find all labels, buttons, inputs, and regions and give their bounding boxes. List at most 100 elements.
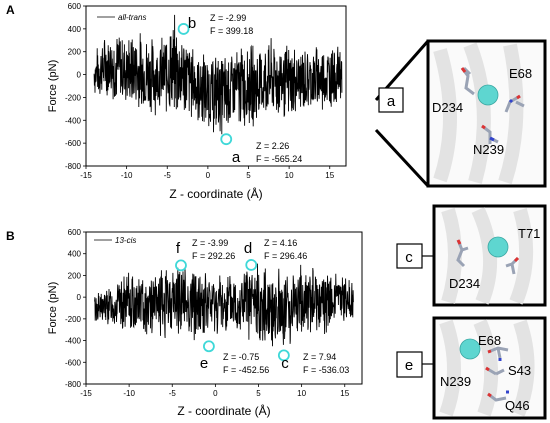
y-tick-label: 0 <box>77 293 82 302</box>
marker-z-text: Z = 7.94 <box>303 352 336 362</box>
highlight-marker-c <box>277 349 290 362</box>
y-tick-label: -200 <box>65 93 82 102</box>
marker-z-text: Z = -0.75 <box>223 352 259 362</box>
y-tick-label: -800 <box>65 380 82 389</box>
force-trace-line <box>94 263 354 347</box>
marker-z-text: Z = -2.99 <box>210 13 246 23</box>
plot-frame <box>85 231 363 385</box>
y-axis-label: Force (pN) <box>47 60 59 113</box>
axis-ticks: -15 -10 -5 0 5 10 15 -800 -600 -400 -200 0 200 400 600 <box>65 2 335 180</box>
x-axis-label: Z - coordinate (Å) <box>169 186 262 201</box>
inset-label-box <box>396 243 423 269</box>
residue-atoms <box>456 239 520 263</box>
inset-a: a E68 D234 N239 <box>374 39 547 188</box>
residue-atoms <box>485 349 492 398</box>
residue-label: D234 <box>432 100 463 115</box>
helix-background <box>441 207 534 305</box>
residue-label: D234 <box>449 276 480 291</box>
x-tick-label: 0 <box>206 171 211 180</box>
residue-label: E68 <box>478 333 501 348</box>
y-tick-label: 200 <box>68 48 82 57</box>
x-tick-label: 10 <box>297 389 306 398</box>
x-tick-label: 5 <box>246 171 251 180</box>
marker-f-text: F = -452.56 <box>223 365 269 375</box>
y-tick-label: 600 <box>68 228 82 237</box>
force-plot-all-trans: -15 -10 -5 0 5 10 15 -800 -600 -400 -200 0 200 400 600… <box>47 2 347 201</box>
marker-z-text: Z = 4.16 <box>264 238 297 248</box>
highlight-marker-e <box>203 340 215 353</box>
y-axis-label: Force (pN) <box>47 282 59 335</box>
residue-label: S43 <box>508 363 531 378</box>
x-tick-label: 15 <box>325 171 334 180</box>
force-trace <box>94 263 354 347</box>
x-axis-label: Z - coordinate (Å) <box>177 403 270 418</box>
marker-f-text: F = -536.03 <box>303 365 349 375</box>
ion-sphere <box>459 338 481 360</box>
inset-label-box <box>378 87 404 113</box>
inset-label-box <box>396 351 423 378</box>
force-trace <box>93 14 343 135</box>
marker-f-text: F = 399.18 <box>210 26 253 36</box>
x-tick-label: -10 <box>121 171 133 180</box>
y-tick-label: 200 <box>68 271 82 280</box>
highlight-marker-d <box>245 259 258 271</box>
axis-ticks: -15 -10 -5 0 5 10 15 -800 -600 -400 -200 0 200 400 600 <box>65 228 350 398</box>
y-tick-label: -200 <box>65 315 82 324</box>
residue-atoms <box>498 358 509 394</box>
x-tick-label: -10 <box>123 389 135 398</box>
x-tick-label: 15 <box>340 389 349 398</box>
force-trace-line <box>93 14 343 135</box>
highlight-marker-b <box>177 23 190 35</box>
y-tick-label: -600 <box>65 358 82 367</box>
residue-sticks <box>485 346 509 402</box>
residue-label: N239 <box>440 374 471 389</box>
ion-sphere <box>477 84 499 106</box>
inset-label: a <box>387 93 396 110</box>
residue-label: Q46 <box>505 398 530 413</box>
marker-letter-b: b <box>188 15 196 32</box>
highlight-marker-f <box>175 259 187 272</box>
x-tick-label: -15 <box>80 389 92 398</box>
residue-sticks <box>456 239 520 275</box>
marker-letter-d: d <box>244 240 252 257</box>
marker-letter-c: c <box>281 355 289 372</box>
marker-f-text: F = 292.26 <box>192 251 235 261</box>
ion-sphere <box>487 236 509 258</box>
y-tick-label: 400 <box>68 250 82 259</box>
inset-label: c <box>405 249 413 266</box>
marker-layer: b Z = -2.99 F = 399.18 a Z = 2.26 F = -565.24 <box>177 13 302 166</box>
panel-letter-b: B <box>6 229 15 243</box>
marker-letter-f: f <box>176 240 181 257</box>
x-tick-label: 5 <box>256 389 261 398</box>
marker-letter-a: a <box>232 149 241 166</box>
x-tick-label: -5 <box>169 389 177 398</box>
y-tick-label: 400 <box>68 25 82 34</box>
residue-label: N239 <box>473 142 504 157</box>
marker-f-text: F = -565.24 <box>256 154 302 164</box>
marker-z-text: Z = 2.26 <box>256 141 289 151</box>
x-tick-label: 10 <box>285 171 294 180</box>
x-tick-label: 0 <box>213 389 218 398</box>
marker-f-text: F = 296.46 <box>264 251 307 261</box>
helix-background <box>439 319 535 417</box>
marker-z-text: Z = -3.99 <box>192 238 228 248</box>
legend-label: 13-cis <box>115 236 136 245</box>
y-tick-label: -400 <box>65 116 82 125</box>
x-tick-label: -15 <box>80 171 92 180</box>
panel-letter-a: A <box>6 3 15 17</box>
highlight-marker-a <box>220 133 233 146</box>
zoom-line <box>374 128 430 188</box>
inset-c: c T71 D234 <box>396 204 547 307</box>
y-tick-label: -600 <box>65 139 82 148</box>
y-tick-label: -400 <box>65 337 82 346</box>
residue-label: T71 <box>518 226 540 241</box>
marker-letter-e: e <box>200 355 208 372</box>
inset-e: e E68 N239 S43 Q46 <box>396 316 547 420</box>
y-tick-label: -800 <box>65 162 82 171</box>
residue-atoms <box>489 98 514 142</box>
residue-label: E68 <box>509 66 532 81</box>
plot-frame <box>85 5 347 167</box>
inset-label: e <box>405 357 413 374</box>
legend-label: all-trans <box>118 13 146 22</box>
